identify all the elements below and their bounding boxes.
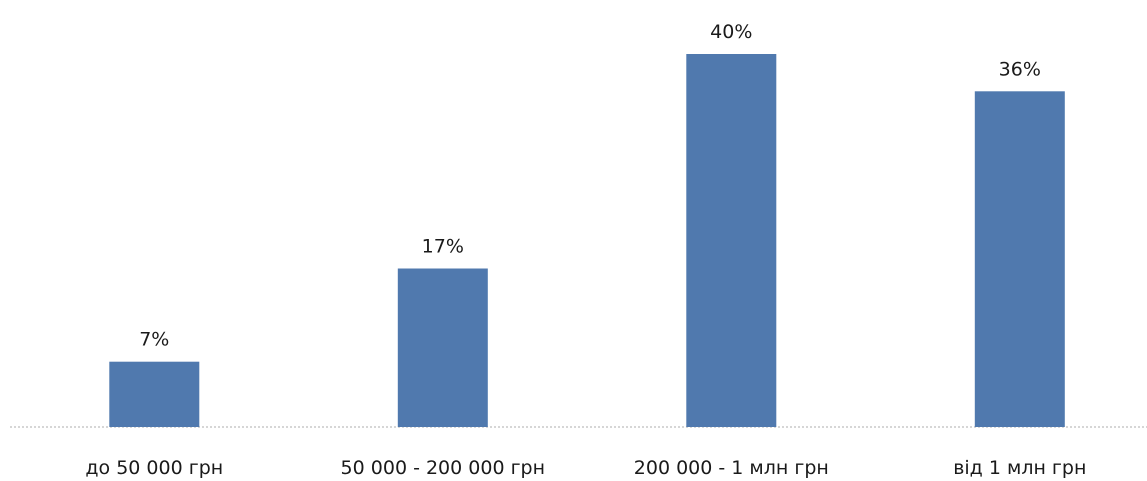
bar-4	[974, 91, 1065, 428]
category-labels-layer: до 50 000 грн 50 000 - 200 000 грн 200 000…	[85, 457, 1086, 479]
data-label-1: 7%	[139, 329, 169, 351]
data-label-3: 40%	[710, 21, 752, 43]
bars-layer	[109, 54, 1065, 428]
bar-3	[686, 54, 777, 427]
data-label-2: 17%	[422, 236, 464, 258]
category-label-3: 200 000 - 1 млн грн	[634, 457, 829, 479]
data-label-4: 36%	[999, 58, 1041, 80]
bar-2	[397, 268, 488, 427]
category-label-1: до 50 000 грн	[85, 457, 223, 479]
category-label-2: 50 000 - 200 000 грн	[341, 457, 546, 479]
bar-1	[109, 361, 200, 427]
data-labels-layer: 7% 17% 40% 36%	[139, 21, 1041, 351]
category-label-4: від 1 млн грн	[953, 457, 1086, 479]
